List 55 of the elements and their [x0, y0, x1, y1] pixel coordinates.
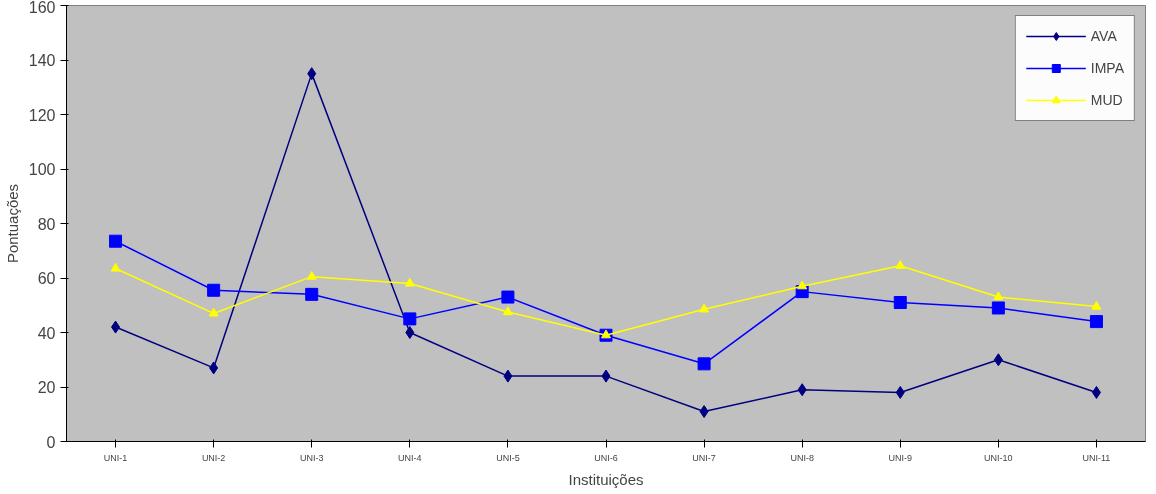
point	[697, 357, 711, 371]
y-tick-label: 140	[28, 52, 56, 69]
point	[405, 326, 415, 339]
legend-label: IMPA	[1090, 60, 1124, 76]
y-tick-label: 20	[37, 379, 56, 396]
x-tick-label: UNI-4	[398, 452, 422, 463]
point	[895, 385, 905, 399]
point	[111, 320, 121, 334]
legend-label: MUD	[1090, 92, 1123, 108]
point	[895, 260, 906, 269]
point	[109, 234, 123, 248]
point	[110, 262, 121, 272]
point	[503, 369, 513, 383]
point	[1089, 315, 1103, 329]
point	[404, 277, 415, 287]
point	[893, 296, 907, 310]
point	[797, 383, 807, 397]
point	[306, 270, 317, 280]
point	[208, 307, 219, 317]
x-tick-label: UNI-2	[201, 452, 226, 463]
point	[501, 290, 515, 304]
x-tick-label: UNI-11	[1082, 452, 1111, 463]
point	[209, 361, 219, 375]
point	[403, 312, 417, 326]
y-tick-label: 100	[28, 161, 56, 178]
x-tick-label: UNI-9	[888, 452, 913, 463]
x-tick-label: UNI-5	[496, 452, 520, 463]
y-tick-label: 80	[37, 215, 56, 233]
y-tick-label: 120	[28, 106, 56, 124]
y-tick-label: 160	[28, 0, 56, 16]
x-tick-label: UNI-8	[790, 452, 814, 463]
point	[993, 353, 1003, 367]
point	[991, 301, 1005, 315]
x-tick-label: UNI-6	[594, 452, 618, 463]
point	[305, 287, 319, 301]
point	[993, 291, 1004, 301]
point	[699, 303, 710, 313]
y-tick-label: 60	[37, 270, 56, 287]
x-tick-label: UNI-7	[692, 452, 716, 463]
point	[207, 283, 221, 297]
point	[502, 306, 513, 316]
legend-label: AVA	[1090, 28, 1117, 44]
point	[1091, 300, 1102, 310]
point	[307, 67, 317, 81]
point	[699, 405, 709, 419]
x-axis-title: Instituições	[568, 470, 644, 488]
y-axis-title: Pontuações	[3, 183, 21, 264]
x-tick-label: UNI-1	[103, 452, 128, 463]
x-tick-label: UNI-10	[984, 452, 1013, 463]
point	[1091, 385, 1101, 399]
y-tick-label: 40	[37, 324, 56, 342]
point	[797, 280, 808, 290]
y-tick-label: 0	[46, 433, 56, 451]
x-tick-label: UNI-3	[299, 452, 324, 463]
point	[601, 369, 611, 383]
